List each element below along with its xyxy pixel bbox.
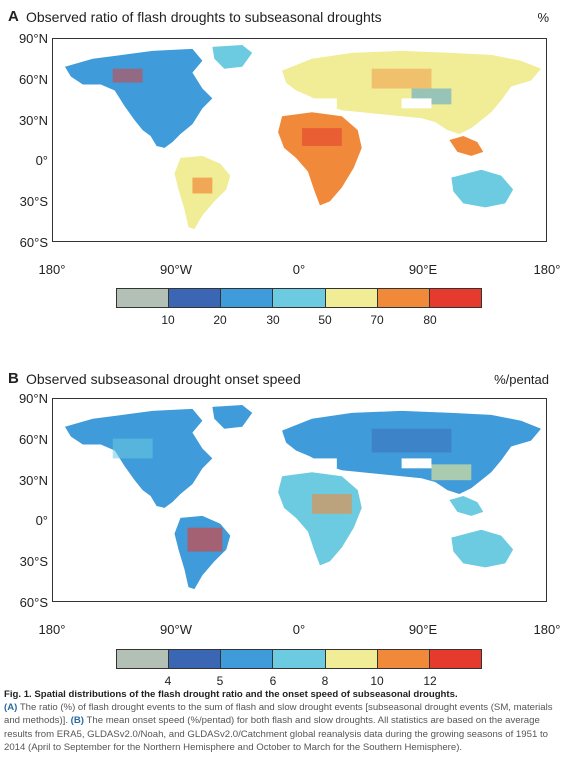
colorbar-a-seg-2 <box>169 289 222 307</box>
panel-b: B Observed subseasonal drought onset spe… <box>0 362 573 702</box>
lon-label-90w-b: 90°W <box>160 622 192 637</box>
panel-a-letter: A <box>8 8 19 25</box>
world-map-b <box>64 404 542 590</box>
africa-b <box>278 472 362 566</box>
lat-label-30s-b: 30°S <box>19 554 48 569</box>
southeast-asia-b <box>449 496 484 516</box>
lat-label-60n-b: 60°N <box>18 432 48 447</box>
colorbar-b-label-4: 8 <box>321 674 329 688</box>
lat-label-30s: 30°S <box>19 194 48 209</box>
lat-label-30n-b: 30°N <box>18 473 48 488</box>
colorbar-b-label-1: 4 <box>164 674 172 688</box>
panel-a-title: Observed ratio of flash droughts to subs… <box>26 9 382 25</box>
lat-label-0-b: 0° <box>35 513 48 528</box>
map-patches-a <box>112 68 452 194</box>
panel-b-unit: %/pentad <box>494 372 549 387</box>
panel-b-letter: B <box>8 370 19 387</box>
colorbar-a-seg-6 <box>377 289 430 307</box>
lon-label-0-b: 0° <box>292 622 306 637</box>
lat-label-0: 0° <box>35 153 48 168</box>
greenland-b <box>212 404 253 429</box>
lon-label-90e: 90°E <box>408 262 438 277</box>
colorbar-b-label-6: 12 <box>423 674 437 688</box>
europe-asia-b <box>282 410 542 495</box>
caption-title: Fig. 1. Spatial distributions of the fla… <box>4 689 458 700</box>
southeast-asia <box>449 136 484 156</box>
lat-label-60n: 60°N <box>18 72 48 87</box>
lat-label-90n-b: 90°N <box>18 391 48 406</box>
colorbar-b-seg-6 <box>377 650 430 668</box>
land-masses-b <box>64 404 542 590</box>
africa <box>278 112 362 206</box>
caption-text-b: The mean onset speed (%/pentad) for both… <box>4 715 548 753</box>
colorbar-a-seg-3 <box>221 289 274 307</box>
colorbar-a-label-3: 30 <box>266 313 280 327</box>
colorbar-b-seg-3 <box>221 650 274 668</box>
caption-text-a: The ratio (%) of flash drought events to… <box>4 702 553 727</box>
greenland <box>212 44 253 69</box>
colorbar-a-seg-1 <box>117 289 170 307</box>
map-panel-b <box>52 398 547 602</box>
colorbar-b <box>116 649 482 669</box>
colorbar-b-label-3: 6 <box>269 674 277 688</box>
panel-a: A Observed ratio of flash droughts to su… <box>0 0 573 340</box>
lat-label-90n: 90°N <box>18 31 48 46</box>
colorbar-a-label-6: 80 <box>423 313 437 327</box>
colorbar-b-label-5: 10 <box>370 674 384 688</box>
colorbar-a-label-5: 70 <box>370 313 384 327</box>
colorbar-a-label-1: 10 <box>161 313 175 327</box>
colorbar-b-label-2: 5 <box>216 674 224 688</box>
lon-label-180w-b: 180° <box>38 622 66 637</box>
colorbar-a-seg-7 <box>429 289 481 307</box>
colorbar-a-label-4: 50 <box>318 313 332 327</box>
colorbar-b-seg-7 <box>429 650 481 668</box>
caption-key-b: (B) <box>70 715 84 727</box>
caption-key-a: (A) <box>4 702 18 714</box>
south-america-b <box>174 515 231 590</box>
colorbar-a-seg-5 <box>325 289 378 307</box>
panel-b-title: Observed subseasonal drought onset speed <box>26 371 301 387</box>
australia-b <box>451 529 514 568</box>
panel-a-unit: % <box>537 10 549 25</box>
lon-label-90e-b: 90°E <box>408 622 438 637</box>
colorbar-a-seg-4 <box>273 289 326 307</box>
figure-caption: Fig. 1. Spatial distributions of the fla… <box>4 688 566 754</box>
colorbar-b-seg-4 <box>273 650 326 668</box>
lat-label-60s-b: 60°S <box>19 595 48 610</box>
lat-label-60s: 60°S <box>19 235 48 250</box>
lat-label-30n: 30°N <box>18 113 48 128</box>
colorbar-b-seg-1 <box>117 650 170 668</box>
australia <box>451 169 514 208</box>
colorbar-a-label-2: 20 <box>213 313 227 327</box>
map-patches-b <box>112 428 472 552</box>
world-map-a <box>64 44 542 230</box>
map-panel-a <box>52 38 547 242</box>
lon-label-180e: 180° <box>533 262 561 277</box>
north-america <box>64 48 213 148</box>
lon-label-0: 0° <box>292 262 306 277</box>
colorbar-a <box>116 288 482 308</box>
lon-label-180w: 180° <box>38 262 66 277</box>
colorbar-b-seg-5 <box>325 650 378 668</box>
lon-label-180e-b: 180° <box>533 622 561 637</box>
lon-label-90w: 90°W <box>160 262 192 277</box>
colorbar-b-seg-2 <box>169 650 222 668</box>
